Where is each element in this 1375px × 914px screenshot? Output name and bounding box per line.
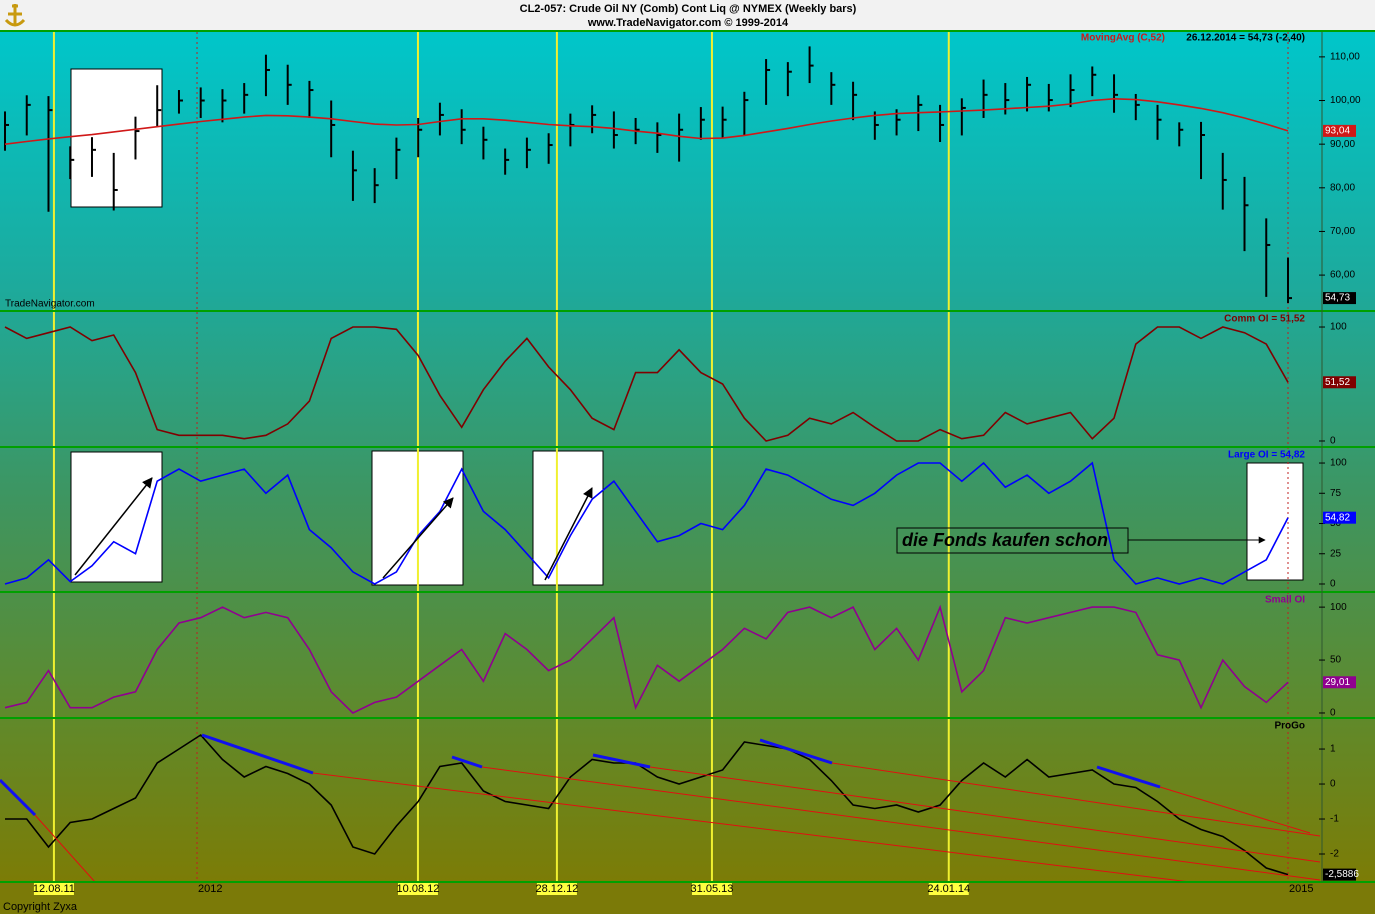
y-tick-label: 50 <box>1330 655 1342 666</box>
y-tick-label: 1 <box>1330 744 1336 755</box>
panel-title: Comm OI = 51,52 <box>1224 314 1305 325</box>
trendline <box>481 766 1321 881</box>
panel-title: ProGo <box>1274 721 1305 732</box>
y-tick-label: 100 <box>1330 602 1347 613</box>
highlight-box <box>70 68 163 208</box>
trend-segment <box>759 738 833 765</box>
trend-segment <box>0 778 37 817</box>
y-tick-label: 25 <box>1330 548 1342 559</box>
last-value-bg <box>1323 376 1356 389</box>
highlight-box <box>532 450 604 586</box>
trend-arrow <box>382 497 454 579</box>
y-tick-label: 80,00 <box>1330 182 1355 193</box>
last-value-label: 54,73 <box>1325 293 1350 304</box>
series-line <box>5 733 1289 876</box>
trend-segment <box>201 733 314 775</box>
overlay-layer: die Fonds kaufen schon TradeNavigator.co… <box>0 30 1375 913</box>
panel-annotation: 26.12.2014 = 54,73 (-2,40) <box>1186 33 1305 44</box>
y-tick-label: 100 <box>1330 458 1347 469</box>
trendline <box>34 814 96 883</box>
trend-segment <box>1096 765 1161 789</box>
y-tick-label: 0 <box>1330 436 1336 447</box>
guides-layer <box>52 32 1289 882</box>
y-tick-label: -2 <box>1330 849 1339 860</box>
y-tick-label: 100,00 <box>1330 95 1361 106</box>
logo <box>4 4 26 27</box>
y-tick-label: 70,00 <box>1330 226 1355 237</box>
last-value-bg <box>1323 124 1356 137</box>
x-tick-label: 24.01.14 <box>927 883 970 895</box>
last-value-bg <box>1323 292 1356 305</box>
last-value-label: 29,01 <box>1325 677 1350 688</box>
y-tick-label: 0 <box>1330 708 1336 719</box>
y-tick-label: 90,00 <box>1330 139 1355 150</box>
last-value-bg <box>1323 676 1356 689</box>
last-value-label: 93,04 <box>1325 126 1350 137</box>
annotation: die Fonds kaufen schon <box>902 530 1108 550</box>
last-value-bg <box>1323 511 1356 524</box>
last-value-bg <box>1323 868 1356 881</box>
trendline <box>831 762 1321 837</box>
last-value-label: 51,52 <box>1325 377 1350 388</box>
y-tick-label: 0 <box>1330 579 1336 590</box>
event-label-bg <box>33 883 74 895</box>
trend-segment <box>592 753 651 769</box>
series-line <box>4 461 1289 585</box>
copyright: Copyright Zyxa <box>3 901 78 913</box>
highlight-box <box>1246 462 1304 581</box>
data-layer <box>4 46 1292 876</box>
trendline <box>649 766 1321 863</box>
panel-title: Small OI <box>1265 595 1305 606</box>
chart-title: CL2-057: Crude Oil NY (Comb) Cont Liq @ … <box>520 3 857 15</box>
trend-segments <box>0 733 1161 817</box>
y-tick-label: 60,00 <box>1330 270 1355 281</box>
chart-subtitle: www.TradeNavigator.com © 1999-2014 <box>587 17 789 29</box>
y-tick-label: 110,00 <box>1330 52 1360 63</box>
series-line <box>4 604 1289 714</box>
trend-segment <box>451 755 483 769</box>
trend-arrow <box>544 487 593 581</box>
header-strip <box>0 0 1375 32</box>
y-tick-label: 75 <box>1330 488 1342 499</box>
x-tick-label: 10.08.12 <box>397 883 440 895</box>
panel-title: Large OI = 54,82 <box>1228 450 1305 461</box>
trendlines <box>34 762 1321 883</box>
legend-entry: MovingAvg (C,52) <box>1081 33 1165 44</box>
series-line <box>4 326 1289 442</box>
y-tick-label: 0 <box>1330 779 1336 790</box>
event-label-bg <box>928 883 969 895</box>
watermark: TradeNavigator.com <box>5 299 95 310</box>
event-label-bg <box>397 883 438 895</box>
trendline <box>1159 786 1311 834</box>
axis-strip <box>0 882 1375 914</box>
x-tick-label: 2012 <box>198 883 222 895</box>
y-tick-label: -1 <box>1330 814 1339 825</box>
x-tick-label: 12.08.11 <box>33 883 75 895</box>
trend-arrow <box>74 477 153 576</box>
last-value-label: 54,82 <box>1325 512 1350 523</box>
x-tick-label: 31.05.13 <box>691 883 734 895</box>
plot-background <box>0 32 1375 882</box>
event-label-bg <box>691 883 732 895</box>
event-label-bg <box>536 883 577 895</box>
y-tick-label: 100 <box>1330 322 1347 333</box>
last-value-label: -2,5886 <box>1325 869 1359 880</box>
trendline <box>312 772 1191 883</box>
x-tick-label: 28.12.12 <box>535 883 578 895</box>
series-line <box>4 97 1289 145</box>
x-tick-label: 2015 <box>1289 883 1313 895</box>
